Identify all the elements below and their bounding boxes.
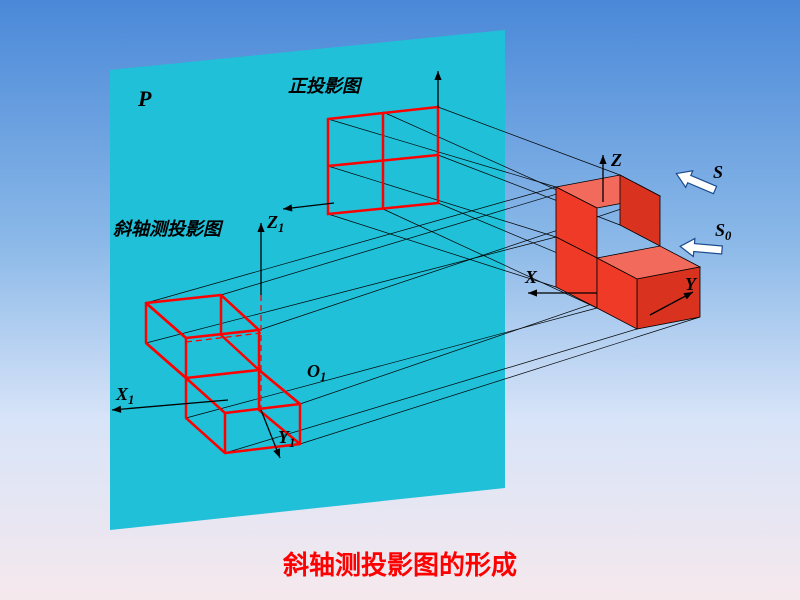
- svg-text:P: P: [137, 86, 152, 111]
- projection-plane: [110, 30, 505, 530]
- svg-text:S: S: [713, 162, 723, 182]
- svg-text:X: X: [524, 267, 538, 287]
- svg-text:正投影图: 正投影图: [288, 76, 363, 96]
- svg-text:S0: S0: [715, 220, 732, 243]
- svg-text:Z: Z: [610, 150, 622, 170]
- diagram-title: 斜轴测投影图的形成: [283, 545, 517, 582]
- diagram-svg: P正投影图斜轴测投影图ZXYZ1X1Y1O1SS0: [0, 0, 800, 600]
- svg-text:斜轴测投影图: 斜轴测投影图: [113, 219, 224, 239]
